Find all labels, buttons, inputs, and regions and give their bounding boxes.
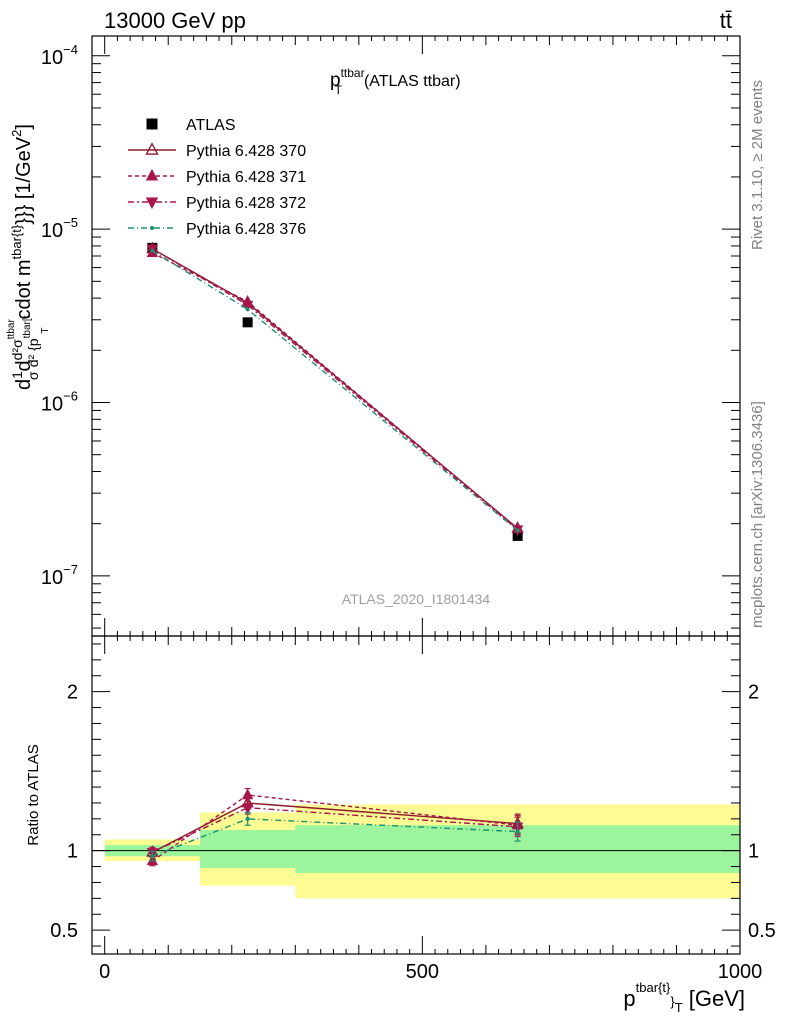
legend-label: Pythia 6.428 372 — [186, 195, 306, 212]
y-tick-label: 10−5 — [41, 215, 78, 242]
ratio-y-tick-label-right: 0.5 — [748, 920, 776, 942]
ratio-series — [146, 788, 524, 867]
main-series — [146, 241, 524, 541]
ratio-line — [152, 806, 518, 853]
main-panel: 10−7 10−6 10−5 10−4 pttbar T (ATLAS ttbar) AT… — [6, 36, 741, 636]
ratio-y-tick-label: 2 — [67, 682, 78, 704]
x-tick-label: 0 — [99, 961, 110, 983]
rivet-label: Rivet 3.1.10, ≥ 2M events — [749, 80, 766, 250]
data-point — [242, 317, 253, 328]
legend-label: Pythia 6.428 371 — [186, 169, 306, 186]
ratio-point — [515, 829, 520, 834]
main-y-tick-labels: 10−7 10−6 10−5 10−4 — [41, 42, 78, 589]
series-atlas — [147, 242, 523, 541]
series-pythia-6-428-372 — [146, 244, 524, 537]
legend-item: Pythia 6.428 376 — [128, 221, 306, 238]
y-tick-label: 10−4 — [41, 42, 78, 69]
legend-marker — [145, 142, 159, 155]
data-point — [241, 300, 254, 312]
inner-band — [200, 829, 296, 869]
legend-label: Pythia 6.428 370 — [186, 143, 306, 160]
main-axis-ticks — [92, 36, 741, 636]
legend-marker — [146, 118, 158, 130]
ratio-y-axis-label: Ratio to ATLAS — [25, 744, 42, 845]
legend-label: ATLAS — [186, 117, 236, 134]
ratio-line — [152, 818, 518, 857]
legend-item: Pythia 6.428 372 — [128, 195, 306, 212]
legend: ATLAS Pythia 6.428 370 Pythia 6.428 371 Pyt… — [128, 117, 306, 238]
series-line — [152, 252, 519, 530]
legend-item: Pythia 6.428 371 — [128, 168, 306, 186]
ratio-panel: 0.5 0.5 1 1 2 2 0 500 1000 Ratio to ATLAS ptbar… — [25, 636, 776, 1015]
ratio-axis-ticks — [92, 636, 741, 954]
y-tick-label: 10−6 — [41, 389, 78, 416]
header-right: tt̄ — [720, 8, 732, 33]
x-tick-labels: 0 500 1000 — [99, 961, 762, 983]
ratio-point — [241, 803, 254, 815]
ratio-point — [245, 816, 250, 821]
x-axis-label: ptbar{t}}T [GeV] — [623, 980, 745, 1015]
ratio-y-tick-label: 1 — [67, 841, 78, 863]
series-pythia-6-428-371 — [146, 246, 524, 533]
legend-label: Pythia 6.428 376 — [186, 221, 306, 238]
x-tick-label: 1000 — [718, 961, 763, 983]
ratio-point — [241, 788, 254, 800]
ratio-uncertainty-bands — [92, 804, 740, 899]
ratio-series-pythia-6-428-376 — [149, 811, 521, 862]
main-y-axis-label: d1σdd²σttbard² {ptbar[t Tcdot mtbar{t}}}}… — [6, 124, 51, 390]
legend-marker — [145, 168, 159, 181]
data-point — [150, 248, 155, 253]
series-line — [152, 250, 519, 531]
ratio-y-tick-label-right: 1 — [748, 841, 759, 863]
y-tick-label: 10−7 — [41, 562, 78, 589]
series-pythia-6-428-376 — [150, 248, 520, 533]
analysis-watermark: ATLAS_2020_I1801434 — [342, 591, 491, 607]
ratio-y-tick-labels: 0.5 0.5 1 1 2 2 — [50, 682, 776, 943]
legend-item: ATLAS — [146, 117, 236, 134]
legend-item: Pythia 6.428 370 — [128, 142, 306, 160]
header-left: 13000 GeV pp — [104, 8, 246, 33]
ratio-point — [150, 854, 155, 859]
data-point — [245, 307, 250, 312]
x-tick-label: 500 — [406, 961, 439, 983]
series-line — [152, 248, 519, 531]
ratio-y-tick-label-right: 2 — [748, 682, 759, 704]
legend-marker — [150, 226, 154, 230]
data-point — [515, 528, 520, 533]
plot-title: pttbar T (ATLAS ttbar) — [330, 66, 461, 97]
legend-marker — [145, 197, 159, 210]
mcplots-label: mcplots.cern.ch [arXiv:1306.3436] — [749, 401, 766, 628]
ratio-frame — [91, 635, 741, 955]
ratio-y-tick-label: 0.5 — [50, 920, 78, 942]
